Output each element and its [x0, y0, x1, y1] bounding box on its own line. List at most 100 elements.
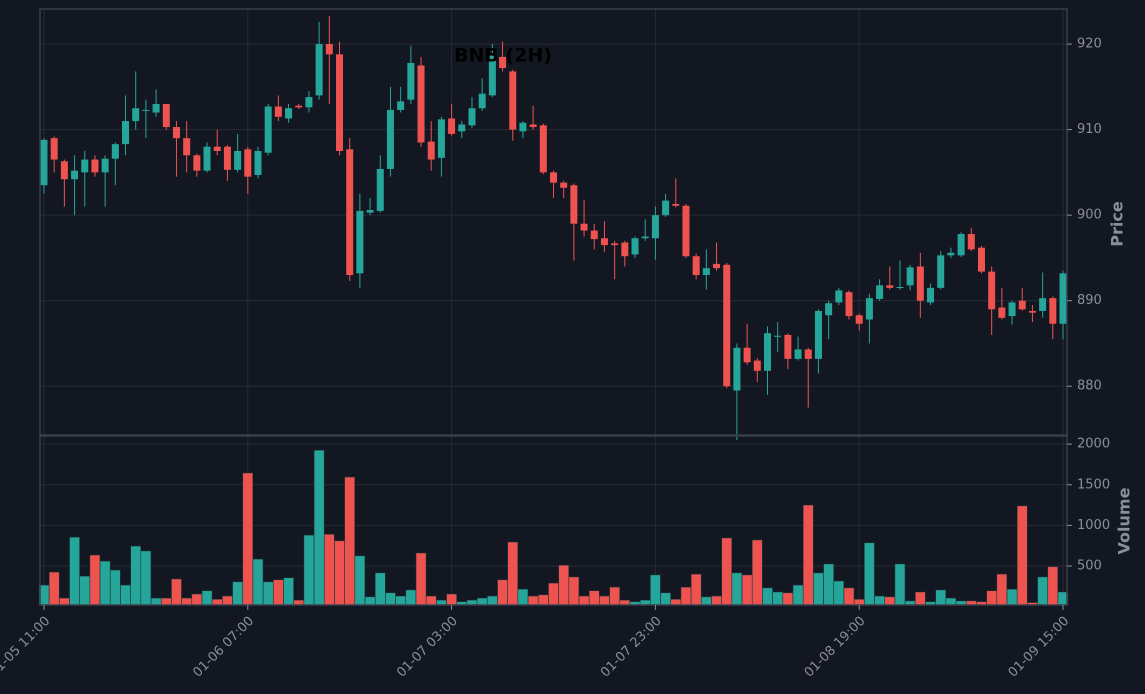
- volume-bar: [843, 587, 855, 606]
- candle-body: [580, 223, 588, 231]
- candle-body: [336, 54, 344, 151]
- volume-bar: [670, 599, 682, 606]
- candle-body: [40, 139, 48, 186]
- candle-body: [529, 124, 537, 128]
- candle-body: [244, 149, 252, 177]
- volume-bar: [1016, 505, 1028, 606]
- volume-bar: [476, 597, 488, 606]
- candle-body: [183, 138, 191, 156]
- candle-body: [1039, 298, 1047, 311]
- candle-body: [478, 93, 486, 109]
- chart-title: BNB (2H): [454, 45, 552, 67]
- candle-body: [254, 151, 262, 175]
- volume-bar: [79, 575, 91, 606]
- volume-bar: [721, 537, 732, 606]
- candle-body: [550, 172, 557, 183]
- candle-body: [60, 161, 68, 180]
- volume-axis-label: Volume: [1115, 487, 1134, 554]
- volume-bar: [690, 573, 702, 606]
- candle-body: [631, 238, 639, 255]
- candle-body: [641, 236, 649, 239]
- candle-body: [458, 124, 466, 132]
- volume-bar: [252, 558, 264, 606]
- candle-body: [274, 106, 282, 117]
- candle-body: [1028, 310, 1036, 313]
- volume-bar: [864, 542, 875, 606]
- volume-bar: [731, 572, 743, 606]
- volume-bar: [660, 592, 671, 606]
- candle-body: [927, 287, 935, 303]
- candle-body: [611, 243, 619, 246]
- candle-body: [998, 307, 1006, 318]
- volume-bar: [558, 564, 569, 606]
- candle-body: [1049, 298, 1057, 324]
- volume-bar: [884, 596, 896, 606]
- candle-body: [315, 44, 323, 96]
- candle-body: [142, 109, 150, 111]
- volume-bar: [741, 574, 753, 606]
- candle-body: [835, 290, 843, 303]
- candle-body: [71, 170, 79, 180]
- volume-bar: [589, 590, 600, 606]
- volume-bar: [1006, 588, 1018, 606]
- candle-body: [488, 54, 496, 96]
- candle-body: [509, 71, 517, 130]
- candle-body: [499, 56, 507, 69]
- candle-body: [560, 182, 568, 188]
- volume-tick-label: 1000: [1077, 518, 1110, 533]
- volume-tick-label: 1500: [1077, 477, 1110, 492]
- candle-body: [448, 118, 456, 134]
- volume-panel: [39, 435, 1068, 606]
- candle-body: [91, 159, 99, 173]
- candle-body: [346, 149, 354, 276]
- volume-bar: [762, 587, 773, 606]
- y-axis-label: Price: [1108, 201, 1127, 247]
- volume-bar: [945, 597, 957, 606]
- candle-body: [376, 168, 384, 211]
- candle-body: [437, 119, 445, 158]
- volume-bar: [487, 595, 498, 606]
- candle-body: [947, 252, 955, 256]
- candle-body: [743, 347, 751, 363]
- candle-body: [774, 335, 782, 337]
- volume-bar: [1037, 576, 1048, 606]
- candle-body: [753, 360, 761, 371]
- candle-body: [600, 238, 608, 246]
- candle-body: [162, 103, 170, 128]
- candle-body: [937, 255, 945, 288]
- volume-bar: [324, 534, 335, 606]
- y-tick-label: 900: [1077, 208, 1102, 223]
- volume-tick-label: 2000: [1077, 437, 1110, 452]
- volume-bar: [89, 554, 101, 606]
- volume-bar: [823, 563, 834, 606]
- volume-bar: [283, 577, 294, 606]
- volume-bar: [201, 590, 213, 606]
- volume-bar: [334, 540, 345, 606]
- candle-body: [1059, 273, 1067, 324]
- volume-bar: [986, 590, 997, 606]
- volume-bar: [120, 584, 131, 606]
- volume-bar: [568, 576, 580, 606]
- candle-body: [213, 146, 221, 151]
- volume-bar: [375, 572, 386, 606]
- candle-body: [1008, 302, 1016, 317]
- volume-bar: [935, 589, 946, 606]
- candle-body: [132, 108, 140, 122]
- candle-body: [366, 210, 374, 213]
- volume-bar: [313, 449, 325, 606]
- candle-body: [264, 106, 272, 153]
- volume-bar: [354, 555, 366, 606]
- candle-body: [733, 347, 741, 391]
- candle-body: [804, 349, 812, 359]
- candle-body: [794, 349, 802, 359]
- volume-bar: [405, 589, 417, 606]
- volume-bar: [150, 597, 162, 606]
- volume-bar: [191, 593, 203, 606]
- volume-bar: [395, 595, 406, 606]
- candle-body: [692, 256, 700, 276]
- volume-bar: [364, 596, 376, 606]
- volume-bar: [425, 595, 437, 606]
- candle-body: [122, 121, 130, 145]
- volume-bar: [99, 560, 111, 606]
- candle-body: [967, 233, 975, 250]
